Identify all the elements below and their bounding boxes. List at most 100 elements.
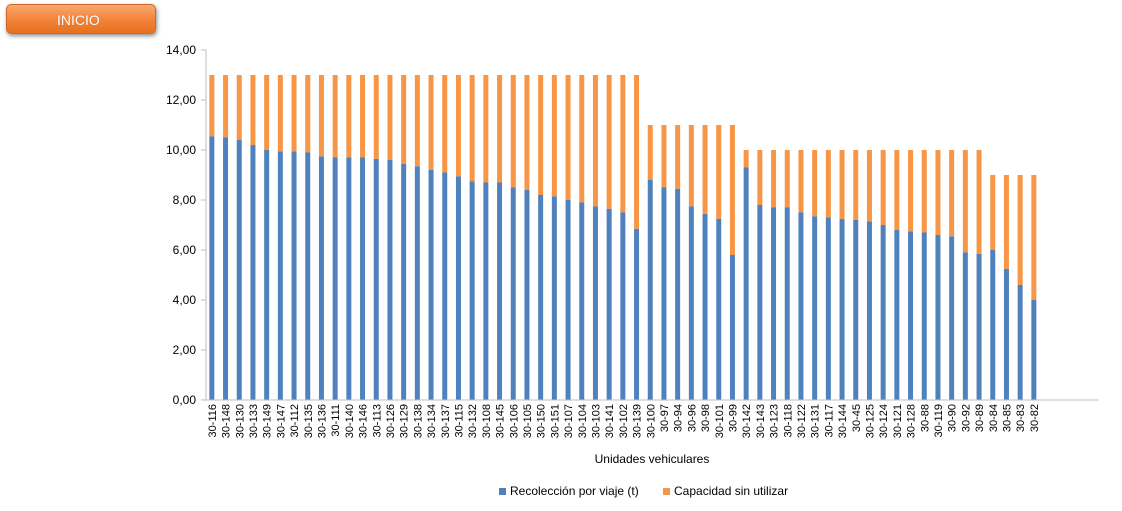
x-tick-label: 30-151 bbox=[549, 404, 561, 438]
legend-swatch-capacidad bbox=[663, 488, 670, 495]
x-tick-label: 30-133 bbox=[248, 404, 260, 438]
x-tick-label: 30-131 bbox=[810, 404, 822, 438]
x-tick-label: 30-88 bbox=[919, 404, 931, 432]
x-tick-label: 30-150 bbox=[536, 404, 548, 438]
x-tick-label: 30-105 bbox=[522, 404, 534, 438]
x-tick-label: 30-84 bbox=[988, 404, 1000, 432]
bar-recoleccion bbox=[880, 225, 886, 400]
bar-capacidad bbox=[620, 75, 626, 213]
bar-capacidad bbox=[332, 75, 338, 158]
bar-capacidad bbox=[784, 150, 790, 208]
x-tick-label: 30-136 bbox=[316, 404, 328, 438]
x-tick-label: 30-113 bbox=[371, 404, 383, 437]
x-tick-label: 30-108 bbox=[481, 404, 493, 438]
bar-recoleccion bbox=[606, 208, 612, 400]
bar-recoleccion bbox=[661, 187, 667, 400]
bar-capacidad bbox=[825, 150, 831, 218]
y-tick-label: 4,00 bbox=[173, 293, 197, 307]
bar-recoleccion bbox=[346, 157, 352, 400]
bar-recoleccion bbox=[702, 213, 708, 400]
bar-capacidad bbox=[565, 75, 571, 200]
bar-recoleccion bbox=[510, 187, 516, 400]
inicio-button[interactable]: INICIO bbox=[6, 4, 156, 34]
bar-recoleccion bbox=[373, 158, 379, 400]
bar-recoleccion bbox=[551, 196, 557, 400]
x-tick-label: 30-145 bbox=[495, 404, 507, 438]
bar-recoleccion bbox=[264, 150, 270, 400]
bar-recoleccion bbox=[401, 163, 407, 400]
bar-capacidad bbox=[305, 75, 311, 153]
x-tick-label: 30-142 bbox=[741, 404, 753, 438]
bar-capacidad bbox=[360, 75, 366, 158]
bar-capacidad bbox=[949, 150, 955, 237]
x-tick-label: 30-143 bbox=[755, 404, 767, 438]
x-tick-label: 30-106 bbox=[508, 404, 520, 438]
x-tick-label: 30-122 bbox=[796, 404, 808, 438]
bar-capacidad bbox=[1003, 175, 1009, 269]
bar-recoleccion bbox=[277, 151, 283, 400]
x-tick-label: 30-94 bbox=[673, 404, 685, 432]
bar-capacidad bbox=[510, 75, 516, 188]
bar-capacidad bbox=[442, 75, 448, 173]
x-tick-label: 30-107 bbox=[563, 404, 575, 438]
x-tick-label: 30-121 bbox=[892, 404, 904, 438]
bar-capacidad bbox=[209, 75, 215, 137]
x-tick-label: 30-98 bbox=[700, 404, 712, 432]
bar-recoleccion bbox=[579, 202, 585, 400]
bar-capacidad bbox=[743, 150, 749, 168]
bar-recoleccion bbox=[935, 235, 941, 400]
x-tick-label: 30-96 bbox=[686, 404, 698, 432]
legend-label-capacidad: Capacidad sin utilizar bbox=[674, 484, 788, 498]
bar-recoleccion bbox=[524, 190, 530, 400]
bar-capacidad bbox=[291, 75, 297, 152]
x-axis-title: Unidades vehiculares bbox=[595, 452, 710, 466]
bar-recoleccion bbox=[647, 180, 653, 400]
bar-capacidad bbox=[606, 75, 612, 209]
bar-capacidad bbox=[935, 150, 941, 235]
x-tick-label: 30-147 bbox=[275, 404, 287, 438]
bar-capacidad bbox=[483, 75, 489, 183]
bar-recoleccion bbox=[798, 212, 804, 400]
bar-recoleccion bbox=[1031, 300, 1037, 400]
bar-capacidad bbox=[976, 150, 982, 254]
bar-capacidad bbox=[250, 75, 256, 145]
bar-capacidad bbox=[962, 150, 968, 253]
bar-recoleccion bbox=[894, 230, 900, 400]
bar-capacidad bbox=[894, 150, 900, 230]
bar-recoleccion bbox=[483, 182, 489, 400]
x-tick-label: 30-119 bbox=[933, 404, 945, 437]
x-tick-label: 30-82 bbox=[1029, 404, 1041, 432]
x-tick-label: 30-123 bbox=[769, 404, 781, 438]
bar-recoleccion bbox=[634, 228, 640, 400]
bar-recoleccion bbox=[318, 156, 324, 400]
bar-capacidad bbox=[401, 75, 407, 164]
x-tick-label: 30-140 bbox=[344, 404, 356, 438]
bar-recoleccion bbox=[291, 151, 297, 400]
x-tick-label: 30-97 bbox=[659, 404, 671, 432]
y-tick-label: 6,00 bbox=[173, 243, 197, 257]
bar-recoleccion bbox=[620, 212, 626, 400]
bar-capacidad bbox=[428, 75, 434, 170]
x-tick-label: 30-99 bbox=[727, 404, 739, 432]
bar-capacidad bbox=[757, 150, 763, 205]
x-tick-label: 30-112 bbox=[289, 404, 301, 437]
bar-recoleccion bbox=[442, 172, 448, 400]
bar-recoleccion bbox=[853, 220, 859, 400]
bar-capacidad bbox=[524, 75, 530, 190]
bar-recoleccion bbox=[592, 206, 598, 400]
bar-capacidad bbox=[373, 75, 379, 159]
x-tick-label: 30-138 bbox=[412, 404, 424, 438]
x-tick-label: 30-117 bbox=[823, 404, 835, 437]
x-tick-label: 30-102 bbox=[618, 404, 630, 438]
x-tick-label: 30-125 bbox=[864, 404, 876, 438]
bar-recoleccion bbox=[538, 195, 544, 400]
bar-recoleccion bbox=[990, 250, 996, 400]
bar-recoleccion bbox=[812, 216, 818, 400]
bar-capacidad bbox=[223, 75, 229, 138]
bar-capacidad bbox=[647, 125, 653, 180]
bar-capacidad bbox=[798, 150, 804, 213]
x-tick-label: 30-139 bbox=[632, 404, 644, 438]
bar-recoleccion bbox=[921, 232, 927, 400]
bar-capacidad bbox=[277, 75, 283, 152]
bar-capacidad bbox=[538, 75, 544, 195]
